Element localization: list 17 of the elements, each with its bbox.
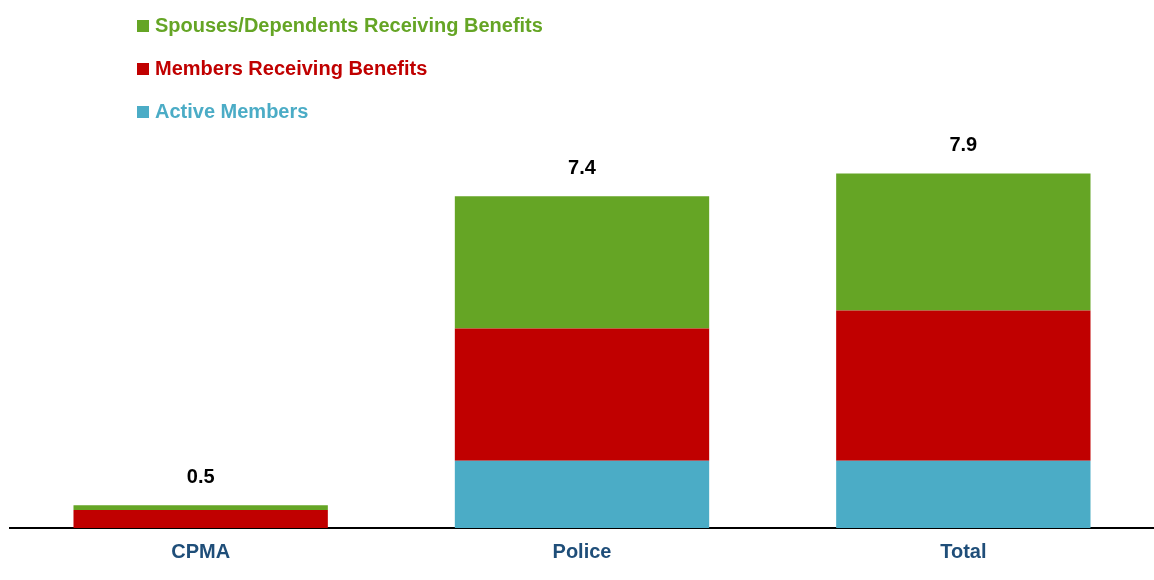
bar — [73, 509, 328, 528]
bar — [836, 310, 1091, 461]
bar — [454, 460, 710, 528]
bar — [836, 173, 1091, 311]
legend-label: Spouses/Dependents Receiving Benefits — [155, 14, 543, 37]
bar — [454, 196, 710, 329]
x-tick-label: Police — [552, 539, 612, 562]
bar — [73, 505, 328, 510]
annotation: 7.9 — [949, 133, 978, 156]
x-tick-label: Total — [940, 539, 987, 562]
bar — [454, 328, 710, 461]
legend-label: Active Members — [155, 100, 309, 123]
x-tick-label: CPMA — [171, 539, 231, 562]
annotation: 7.4 — [568, 155, 597, 178]
annotation: 0.5 — [186, 464, 215, 487]
bar — [836, 460, 1091, 528]
legend-label: Members Receiving Benefits — [155, 57, 428, 80]
